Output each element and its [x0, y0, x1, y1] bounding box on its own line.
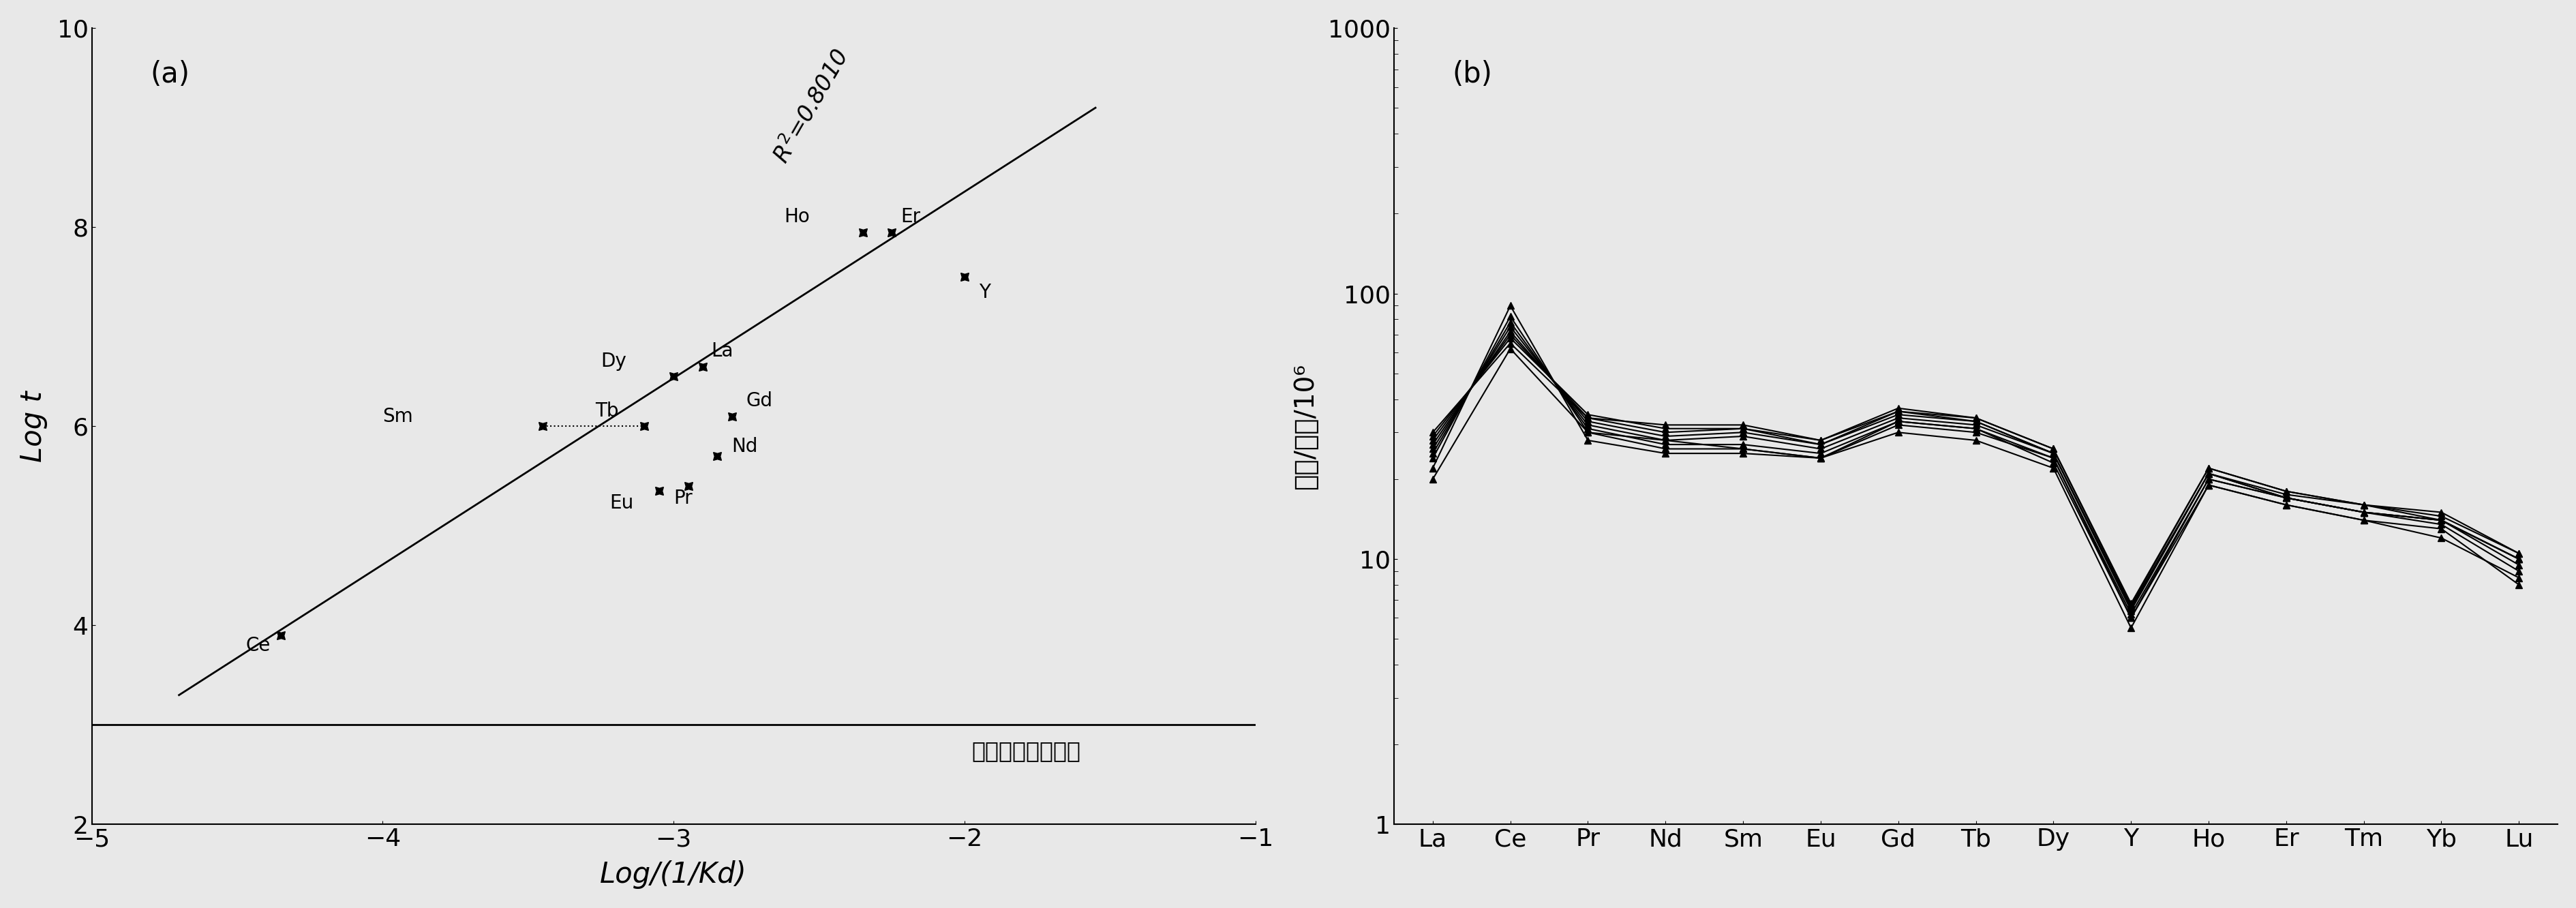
Text: Ho: Ho — [783, 207, 809, 226]
Text: Dy: Dy — [600, 351, 626, 370]
Text: Ce: Ce — [245, 637, 270, 656]
Text: Eu: Eu — [611, 494, 634, 513]
Text: Sm: Sm — [384, 407, 412, 427]
Y-axis label: Log t: Log t — [18, 390, 46, 462]
Text: (b): (b) — [1453, 60, 1492, 89]
Text: Er: Er — [899, 207, 920, 226]
Text: Pr: Pr — [672, 489, 693, 508]
Y-axis label: 样品/海水/10⁶: 样品/海水/10⁶ — [1293, 363, 1319, 489]
Text: Y: Y — [979, 282, 989, 301]
X-axis label: Log/(1/Kd): Log/(1/Kd) — [600, 861, 747, 889]
Text: La: La — [711, 341, 734, 360]
Text: Tb: Tb — [595, 401, 618, 420]
Text: Gd: Gd — [747, 391, 773, 410]
Text: $R^2$=0.8010: $R^2$=0.8010 — [770, 46, 853, 167]
Text: (a): (a) — [149, 60, 191, 89]
Text: 海洋平均混合时间: 海洋平均混合时间 — [971, 740, 1079, 763]
Text: Nd: Nd — [732, 437, 757, 456]
